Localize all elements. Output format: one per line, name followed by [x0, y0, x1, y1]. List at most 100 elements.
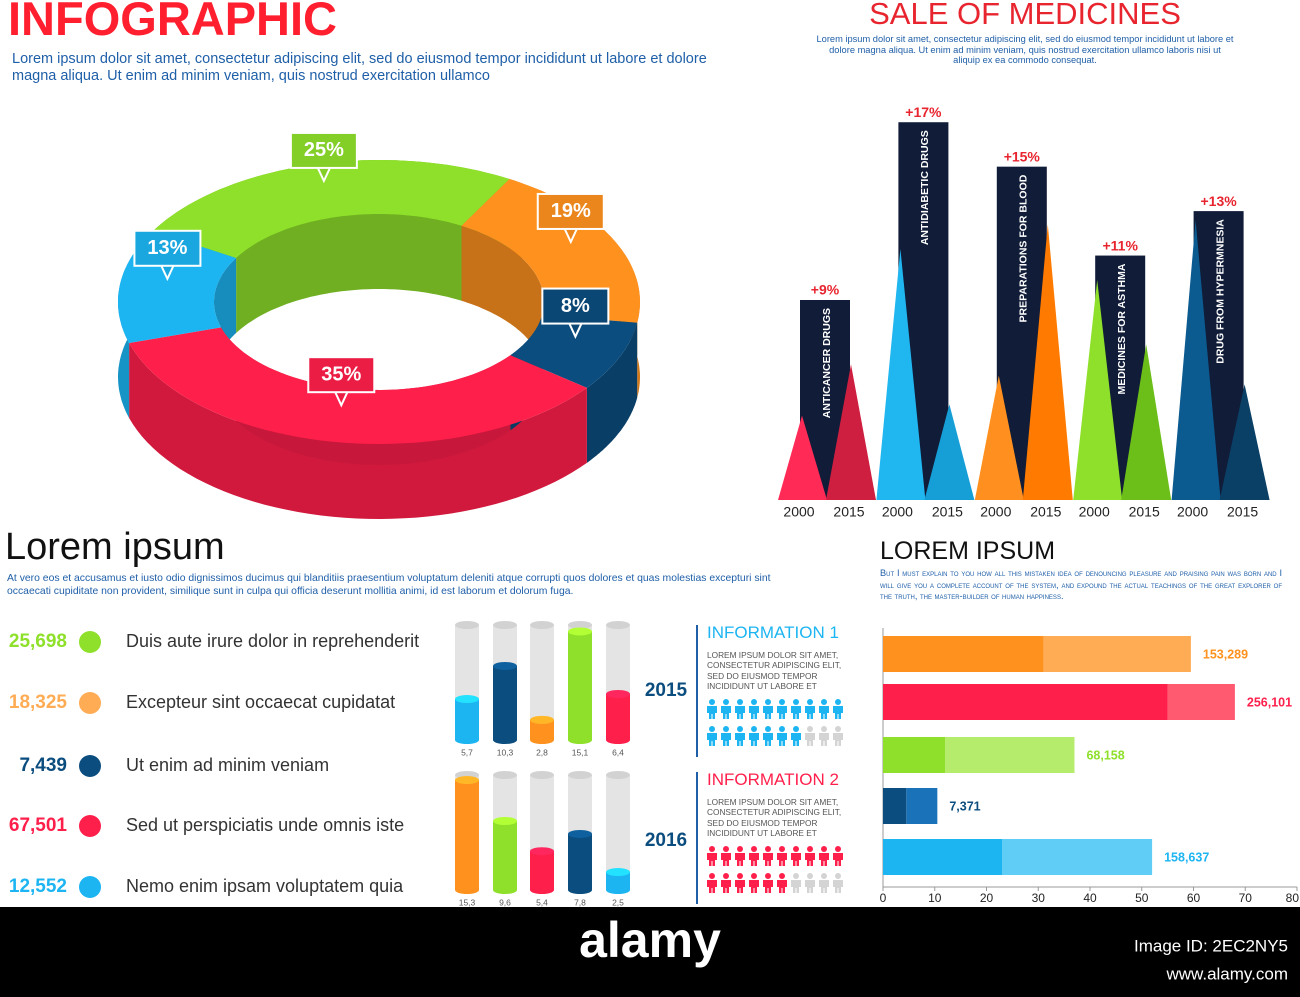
icon-body [777, 706, 787, 719]
icon-head [779, 726, 785, 732]
footer-logo: alamy [579, 912, 721, 968]
item-dot [79, 755, 101, 777]
icon-head [779, 873, 785, 879]
person-icon [791, 846, 801, 866]
triangle [924, 404, 975, 500]
icon-body [749, 733, 759, 746]
cylinder-fill [493, 665, 517, 740]
growth-label: +11% [1102, 237, 1138, 253]
cylinder-fill [606, 872, 630, 890]
value-label: 7,8 [574, 897, 586, 907]
icon-head [765, 873, 771, 879]
icon-body [749, 853, 759, 866]
bar-label: 158,637 [1164, 850, 1209, 864]
icon-body [805, 853, 815, 866]
donut-inner-wall [236, 214, 462, 333]
x-tick-label: 0 [880, 891, 887, 905]
x-tick-label: 50 [1135, 891, 1149, 905]
icon-head [793, 726, 799, 732]
icon-body [819, 733, 829, 746]
triangle [1171, 220, 1221, 500]
item-label: Ut enim ad minim veniam [126, 755, 329, 775]
data-label: 35% [321, 363, 361, 385]
icon-body [721, 733, 731, 746]
growth-label: +13% [1200, 193, 1237, 209]
value-label: 5,7 [461, 747, 473, 757]
icon-head [821, 699, 827, 705]
triangle [876, 248, 926, 500]
cylinder-fill-top [455, 695, 479, 704]
growth-label: +17% [905, 104, 942, 120]
person-icon [763, 873, 773, 893]
icon-head [737, 726, 743, 732]
icon-head [835, 873, 841, 879]
donut-slice [129, 327, 587, 444]
icon-body [707, 853, 717, 866]
chart-title: LOREM IPSUM [880, 537, 1056, 565]
person-icon [707, 846, 717, 866]
item-dot [79, 692, 101, 714]
icon-head [821, 846, 827, 852]
icon-body [833, 880, 843, 893]
icon-body [721, 706, 731, 719]
person-icon [833, 726, 843, 746]
icon-body [833, 733, 843, 746]
x-tick-label: 2000 [1177, 504, 1208, 520]
bar-segment [906, 788, 938, 824]
person-icon [819, 699, 829, 719]
cylinder-cap [568, 621, 592, 629]
item-dot [79, 631, 101, 653]
donut-inner-wall [461, 225, 544, 390]
bar-segment [883, 839, 1003, 875]
x-tick-label: 80 [1286, 891, 1300, 905]
icon-head [765, 699, 771, 705]
category-label: PREPARATIONS FOR BLOOD [1018, 174, 1030, 322]
item-value: 67,501 [9, 815, 68, 836]
info-text: LOREM IPSUM DOLOR SIT AMET, CONSECTETUR … [707, 650, 842, 692]
person-icon [805, 726, 815, 746]
footer-id: Image ID: 2EC2NY5 [1134, 936, 1288, 955]
person-icon [819, 873, 829, 893]
person-icon [763, 846, 773, 866]
cylinder-fill [493, 821, 517, 890]
info-text: LOREM IPSUM DOLOR SIT AMET, CONSECTETUR … [707, 797, 842, 839]
bar-segment [1002, 839, 1153, 875]
x-tick-label: 20 [980, 891, 994, 905]
category-label: ANTICANCER DRUGS [821, 308, 833, 418]
donut-outer-wall [129, 343, 587, 519]
bar-segment [1043, 636, 1191, 672]
icon-body [819, 706, 829, 719]
value-label: 9,6 [499, 897, 511, 907]
icon-head [723, 699, 729, 705]
icon-body [707, 706, 717, 719]
person-icon [791, 873, 801, 893]
info-title: INFORMATION 2 [707, 770, 839, 789]
person-icon [777, 846, 787, 866]
cylinder-cap [493, 771, 517, 779]
triangle [1022, 224, 1073, 500]
x-tick-label: 2015 [1129, 504, 1160, 520]
donut-slice [461, 179, 640, 323]
category-label: DRUG FROM HYPERMNESIA [1214, 219, 1226, 364]
icon-head [807, 846, 813, 852]
donut-slice [153, 160, 510, 258]
triangle [1219, 384, 1270, 500]
triangle [1073, 280, 1123, 500]
x-tick-label: 2000 [783, 504, 814, 520]
bar-label: 153,289 [1203, 647, 1248, 661]
cylinder-cap [530, 771, 554, 779]
person-icon [805, 846, 815, 866]
x-tick-label: 10 [928, 891, 942, 905]
icon-body [735, 880, 745, 893]
section-text: At vero eos et accusamus et iusto odio d… [7, 573, 771, 597]
icon-body [707, 733, 717, 746]
person-icon [777, 699, 787, 719]
person-icon [721, 873, 731, 893]
intro-text: Lorem ipsum dolor sit amet, consectetur … [12, 51, 707, 84]
x-tick-label: 70 [1239, 891, 1253, 905]
person-icon [735, 846, 745, 866]
person-icon [735, 726, 745, 746]
person-icon [819, 846, 829, 866]
icon-body [749, 706, 759, 719]
